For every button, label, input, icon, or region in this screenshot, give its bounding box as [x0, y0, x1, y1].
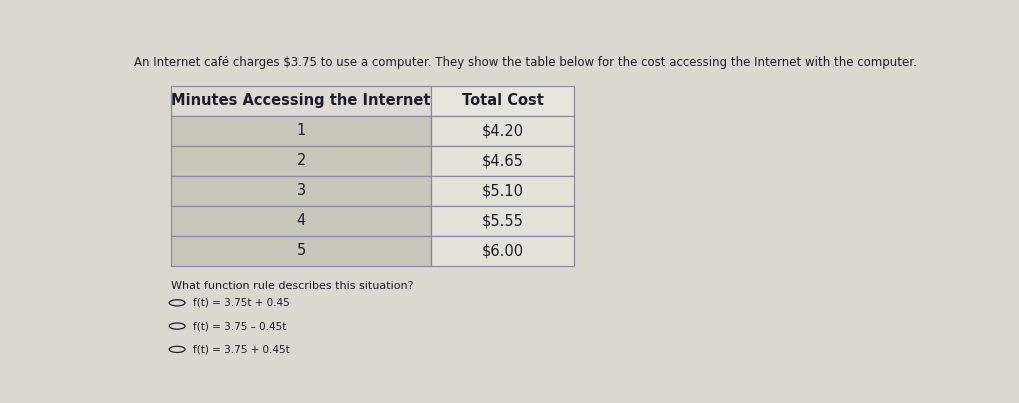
Bar: [431, 236, 574, 266]
Text: What function rule describes this situation?: What function rule describes this situat…: [171, 281, 414, 291]
Bar: [431, 176, 574, 206]
Bar: [171, 206, 431, 236]
Bar: [431, 145, 574, 176]
Text: $5.10: $5.10: [482, 183, 524, 198]
Bar: [171, 236, 431, 266]
Text: Total Cost: Total Cost: [462, 93, 543, 108]
Bar: [171, 145, 431, 176]
Text: $4.20: $4.20: [481, 123, 524, 138]
Bar: [431, 206, 574, 236]
Text: Minutes Accessing the Internet: Minutes Accessing the Internet: [171, 93, 431, 108]
Text: $6.00: $6.00: [481, 243, 524, 258]
Bar: [431, 116, 574, 145]
Bar: [171, 116, 431, 145]
Bar: [171, 85, 431, 116]
Text: 2: 2: [297, 153, 306, 168]
Text: f(t) = 3.75 + 0.45t: f(t) = 3.75 + 0.45t: [193, 344, 289, 354]
Text: f(t) = 3.75t + 0.45: f(t) = 3.75t + 0.45: [193, 298, 289, 308]
Text: 5: 5: [297, 243, 306, 258]
Bar: [171, 176, 431, 206]
Text: 4: 4: [297, 213, 306, 228]
Text: $5.55: $5.55: [482, 213, 524, 228]
Text: 3: 3: [297, 183, 306, 198]
Text: $4.65: $4.65: [482, 153, 524, 168]
Text: 1: 1: [297, 123, 306, 138]
Text: An Internet café charges $3.75 to use a computer. They show the table below for : An Internet café charges $3.75 to use a …: [133, 56, 916, 69]
Text: f(t) = 3.75 – 0.45t: f(t) = 3.75 – 0.45t: [193, 321, 286, 331]
Bar: [431, 85, 574, 116]
